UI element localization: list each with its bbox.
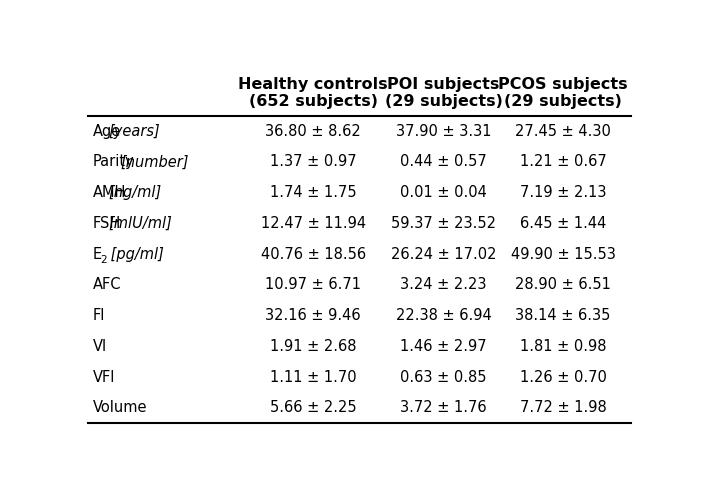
Text: 0.44 ± 0.57: 0.44 ± 0.57 xyxy=(400,154,487,169)
Text: VFI: VFI xyxy=(93,370,116,385)
Text: 10.97 ± 6.71: 10.97 ± 6.71 xyxy=(265,277,361,292)
Text: Parity: Parity xyxy=(93,154,135,169)
Text: 27.45 ± 4.30: 27.45 ± 4.30 xyxy=(515,124,611,139)
Text: [pg/ml]: [pg/ml] xyxy=(106,247,164,262)
Text: 2: 2 xyxy=(101,255,107,265)
Text: [mlU/ml]: [mlU/ml] xyxy=(108,216,172,231)
Text: 59.37 ± 23.52: 59.37 ± 23.52 xyxy=(391,216,496,231)
Text: 1.37 ± 0.97: 1.37 ± 0.97 xyxy=(270,154,356,169)
Text: 0.63 ± 0.85: 0.63 ± 0.85 xyxy=(400,370,486,385)
Text: PCOS subjects
(29 subjects): PCOS subjects (29 subjects) xyxy=(498,76,628,109)
Text: 22.38 ± 6.94: 22.38 ± 6.94 xyxy=(395,308,491,323)
Text: Healthy controls
(652 subjects): Healthy controls (652 subjects) xyxy=(238,76,388,109)
Text: FI: FI xyxy=(93,308,106,323)
Text: 1.26 ± 0.70: 1.26 ± 0.70 xyxy=(519,370,606,385)
Text: 12.47 ± 11.94: 12.47 ± 11.94 xyxy=(261,216,366,231)
Text: 7.72 ± 1.98: 7.72 ± 1.98 xyxy=(519,400,606,415)
Text: 3.24 ± 2.23: 3.24 ± 2.23 xyxy=(400,277,486,292)
Text: 28.90 ± 6.51: 28.90 ± 6.51 xyxy=(515,277,611,292)
Text: 6.45 ± 1.44: 6.45 ± 1.44 xyxy=(520,216,606,231)
Text: [number]: [number] xyxy=(120,154,189,169)
Text: 0.01 ± 0.04: 0.01 ± 0.04 xyxy=(400,185,487,200)
Text: POI subjects
(29 subjects): POI subjects (29 subjects) xyxy=(385,76,503,109)
Text: 38.14 ± 6.35: 38.14 ± 6.35 xyxy=(515,308,611,323)
Text: 37.90 ± 3.31: 37.90 ± 3.31 xyxy=(396,124,491,139)
Text: 1.91 ± 2.68: 1.91 ± 2.68 xyxy=(270,339,356,354)
Text: 1.74 ± 1.75: 1.74 ± 1.75 xyxy=(270,185,356,200)
Text: Volume: Volume xyxy=(93,400,147,415)
Text: VI: VI xyxy=(93,339,107,354)
Text: 26.24 ± 17.02: 26.24 ± 17.02 xyxy=(390,247,496,262)
Text: 49.90 ± 15.53: 49.90 ± 15.53 xyxy=(510,247,615,262)
Text: 1.21 ± 0.67: 1.21 ± 0.67 xyxy=(519,154,606,169)
Text: 40.76 ± 18.56: 40.76 ± 18.56 xyxy=(261,247,366,262)
Text: AMH: AMH xyxy=(93,185,126,200)
Text: 5.66 ± 2.25: 5.66 ± 2.25 xyxy=(270,400,356,415)
Text: 3.72 ± 1.76: 3.72 ± 1.76 xyxy=(400,400,486,415)
Text: 36.80 ± 8.62: 36.80 ± 8.62 xyxy=(265,124,361,139)
Text: Age: Age xyxy=(93,124,121,139)
Text: 7.19 ± 2.13: 7.19 ± 2.13 xyxy=(519,185,606,200)
Text: AFC: AFC xyxy=(93,277,121,292)
Text: [years]: [years] xyxy=(108,124,160,139)
Text: FSH: FSH xyxy=(93,216,121,231)
Text: 1.46 ± 2.97: 1.46 ± 2.97 xyxy=(400,339,486,354)
Text: 32.16 ± 9.46: 32.16 ± 9.46 xyxy=(265,308,361,323)
Text: [ng/ml]: [ng/ml] xyxy=(108,185,161,200)
Text: 1.11 ± 1.70: 1.11 ± 1.70 xyxy=(270,370,356,385)
Text: 1.81 ± 0.98: 1.81 ± 0.98 xyxy=(519,339,606,354)
Text: E: E xyxy=(93,247,102,262)
